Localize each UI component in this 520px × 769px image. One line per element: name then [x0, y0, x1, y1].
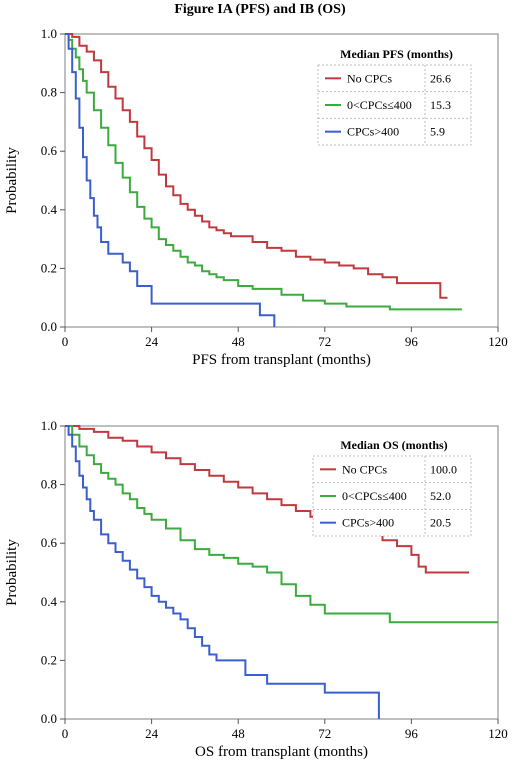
- x-tick-label: 120: [488, 334, 508, 349]
- x-tick-label: 0: [62, 726, 69, 741]
- y-tick-label: 0.4: [41, 594, 58, 609]
- x-tick-label: 96: [405, 334, 419, 349]
- legend-label: CPCs>400: [347, 125, 399, 139]
- x-axis-label: PFS from transplant (months): [192, 352, 371, 368]
- legend-title: Median OS (months): [340, 438, 447, 452]
- y-tick-label: 0.8: [41, 85, 57, 100]
- legend-value: 15.3: [430, 98, 451, 112]
- legend-label: 0<CPCs≤400: [347, 98, 412, 112]
- series-line-1: [65, 33, 448, 299]
- y-tick-label: 0.8: [41, 477, 57, 492]
- x-tick-label: 120: [488, 726, 508, 741]
- legend-box: [312, 455, 472, 537]
- plot-frame: [64, 33, 499, 328]
- y-axis-label: Probability: [4, 147, 20, 214]
- y-tick-label: 0.4: [41, 202, 58, 217]
- x-axis-label: OS from transplant (months): [195, 744, 368, 760]
- legend-value: 5.9: [430, 125, 445, 139]
- series-line-2: [65, 425, 498, 624]
- legend: Median OS (months) No CPCs 100.0 0<CPCs≤400…: [312, 438, 472, 537]
- legend-value: 26.6: [430, 71, 451, 85]
- y-axis-label: Probability: [4, 539, 20, 606]
- y-tick-label: 0.6: [41, 143, 58, 158]
- x-tick-label: 96: [405, 726, 419, 741]
- y-tick-label: 0.0: [41, 711, 57, 726]
- x-tick-label: 48: [232, 726, 245, 741]
- y-tick-label: 1.0: [41, 418, 57, 433]
- legend-label: No CPCs: [342, 462, 387, 476]
- x-tick-label: 24: [145, 334, 159, 349]
- y-tick-label: 0.0: [41, 319, 57, 334]
- chart-panel-1: 0 24 48 72 96 120 0.0 0.2 0.4 0.6 0.8 1.0 PFS from t…: [4, 26, 508, 368]
- series-line-3: [65, 425, 380, 719]
- chart-panel-2: 0 24 48 72 96 120 0.0 0.2 0.4 0.6 0.8 1.0 OS from tr…: [4, 418, 508, 760]
- legend-value: 20.5: [430, 516, 451, 530]
- figure-title: Figure IA (PFS) and IB (OS): [174, 2, 346, 17]
- legend-title: Median PFS (months): [340, 47, 453, 61]
- series-line-3: [65, 33, 276, 327]
- legend-box: [317, 64, 472, 146]
- legend-value: 52.0: [430, 489, 451, 503]
- y-tick-label: 0.2: [41, 652, 57, 667]
- x-tick-label: 72: [318, 726, 331, 741]
- plot-frame: [64, 425, 499, 720]
- legend-label: 0<CPCs≤400: [342, 489, 407, 503]
- x-tick-label: 72: [318, 334, 331, 349]
- series-line-1: [65, 425, 470, 574]
- legend-value: 100.0: [430, 462, 457, 476]
- y-tick-label: 0.6: [41, 535, 58, 550]
- y-tick-label: 0.2: [41, 260, 57, 275]
- x-tick-label: 24: [145, 726, 159, 741]
- y-tick-label: 1.0: [41, 26, 57, 41]
- series-line-2: [65, 33, 462, 311]
- legend-label: CPCs>400: [342, 516, 394, 530]
- x-tick-label: 48: [232, 334, 245, 349]
- legend: Median PFS (months) No CPCs 26.6 0<CPCs≤400…: [317, 47, 472, 146]
- x-tick-label: 0: [62, 334, 69, 349]
- legend-label: No CPCs: [347, 71, 392, 85]
